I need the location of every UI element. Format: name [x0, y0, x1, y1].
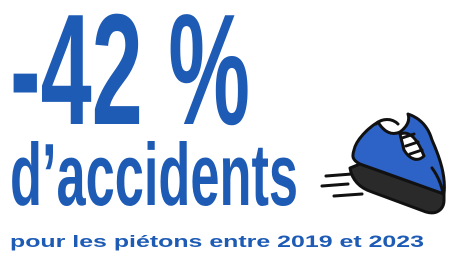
speed-line — [322, 184, 348, 186]
shoe-icon — [322, 114, 444, 213]
page: -42 % d’accidents pour les piétons entre… — [0, 0, 454, 271]
infographic: -42 % d’accidents pour les piétons entre… — [0, 0, 454, 271]
speed-line — [334, 194, 362, 196]
headline-label: d’accidents — [10, 125, 298, 224]
headline-subtitle: pour les piétons entre 2019 et 2023 — [10, 232, 424, 251]
speed-line — [326, 174, 352, 176]
